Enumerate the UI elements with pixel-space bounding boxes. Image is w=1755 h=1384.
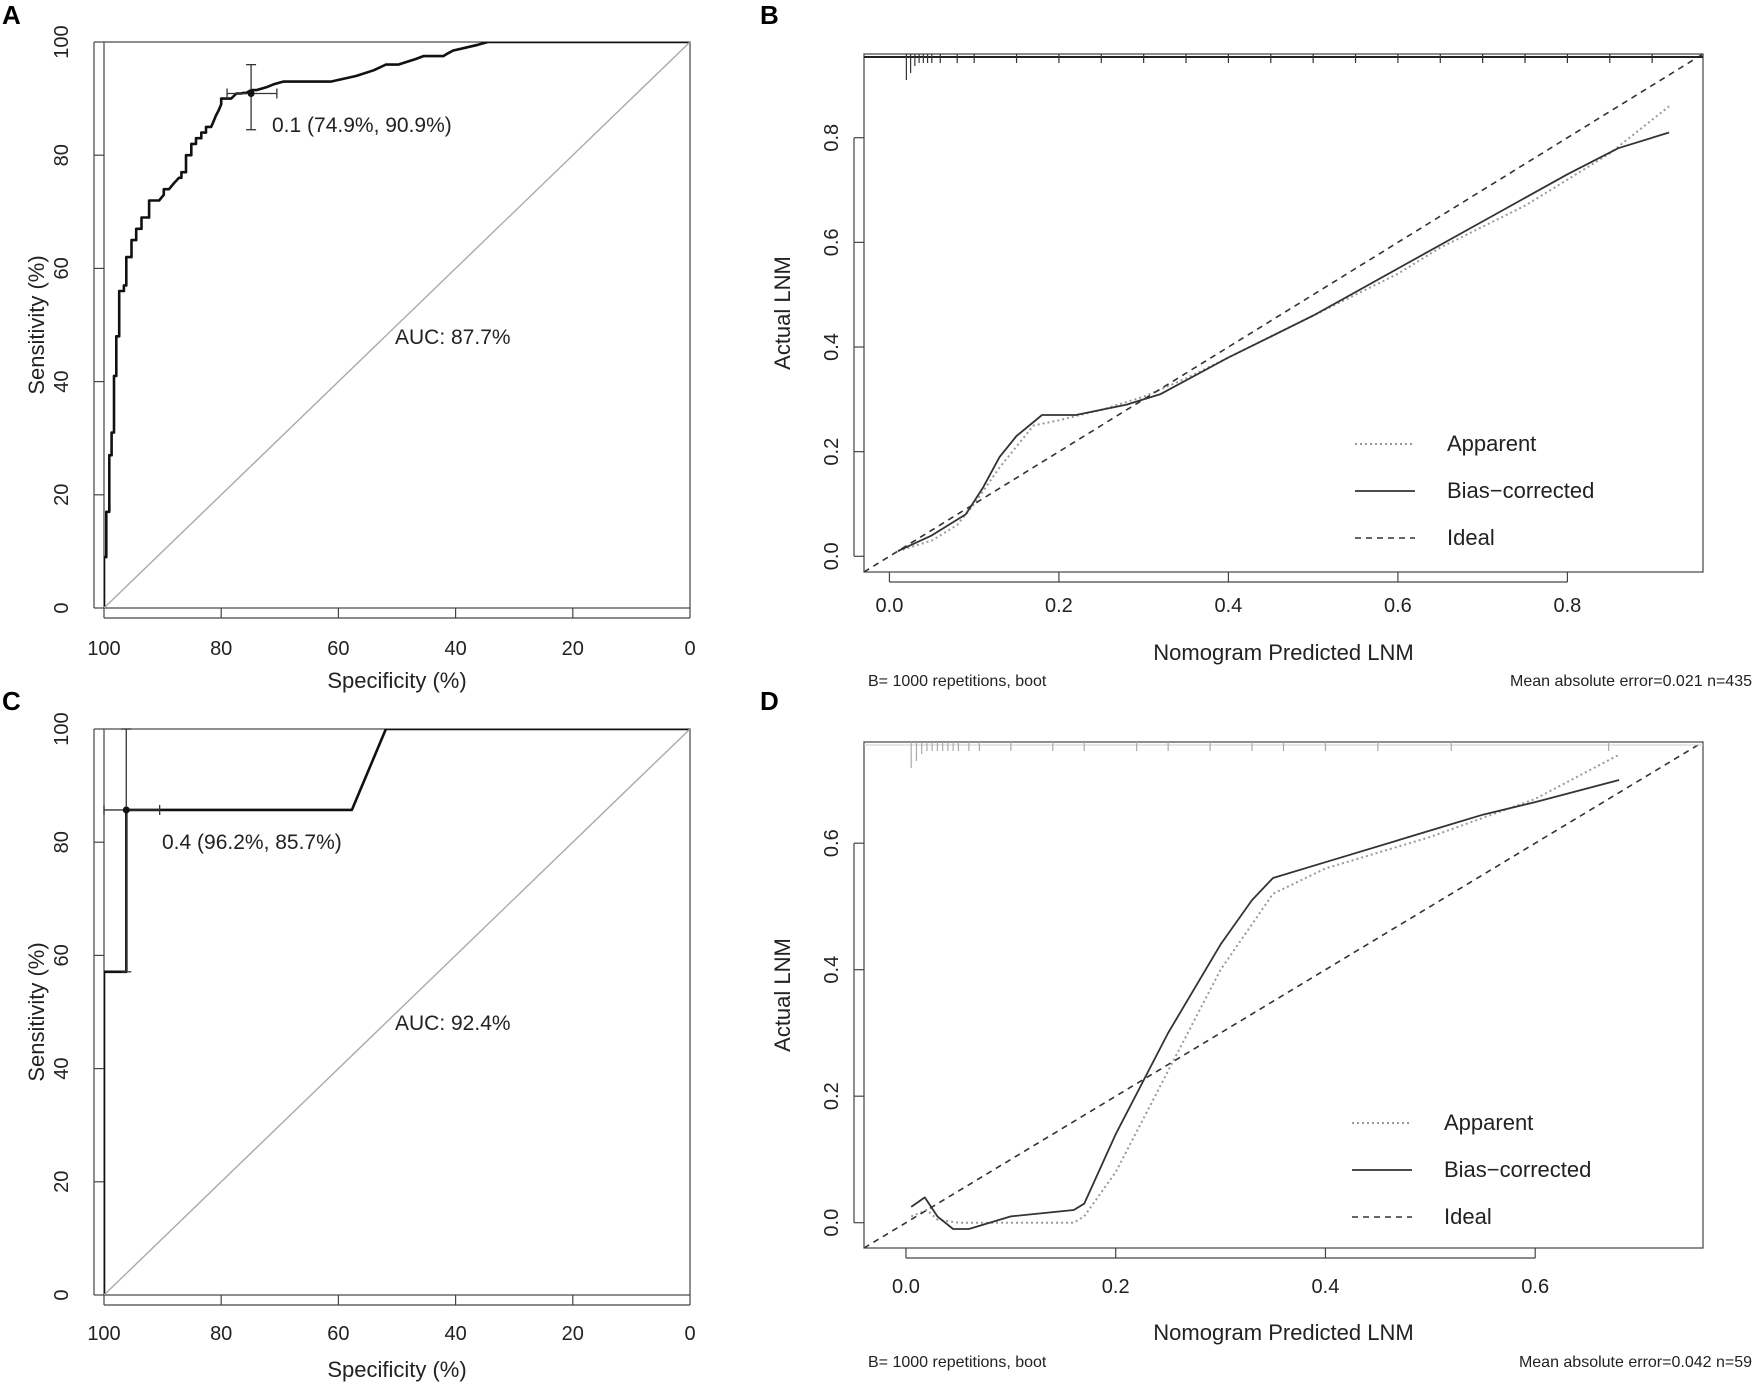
- legend-label: Apparent: [1444, 1110, 1533, 1135]
- plot-frame: [863, 53, 1704, 573]
- legend-label: Ideal: [1444, 1204, 1492, 1229]
- series-line-roc: [104, 42, 690, 608]
- y-tick-label: 0.0: [821, 1209, 843, 1237]
- panel-letter-d: D: [760, 686, 779, 716]
- x-tick-label: 0.4: [1312, 1276, 1340, 1298]
- panel-d-calibration-chart: 0.0 0.2 0.4 0.6 0.0 0.2 0.4 0.6 Nomogram Predict…: [770, 741, 1752, 1371]
- x-tick-label: 0.8: [1553, 595, 1581, 617]
- auc-label: AUC: 92.4%: [395, 1012, 511, 1035]
- panel-letter-c: C: [2, 686, 21, 716]
- panel-b-calibration-chart: 0.0 0.2 0.4 0.6 0.8 0.0 0.2 0.4 0.6 0.8 Nomogram P…: [770, 53, 1752, 690]
- legend-label: Bias−corrected: [1444, 1157, 1591, 1182]
- x-axis-title: Nomogram Predicted LNM: [1153, 640, 1413, 665]
- y-tick-label: 80: [51, 144, 73, 166]
- y-tick-label: 0: [51, 602, 73, 613]
- y-tick-label: 0.2: [821, 438, 843, 466]
- x-axis-title: Specificity (%): [327, 1357, 466, 1382]
- x-tick-label: 0.4: [1215, 595, 1243, 617]
- y-tick-label: 60: [51, 257, 73, 279]
- x-tick-label: 80: [210, 1323, 232, 1345]
- series-line-ideal: [864, 742, 1703, 1248]
- series-line-bias-corrected: [897, 131, 1670, 552]
- y-tick-label: 0.4: [821, 333, 843, 361]
- panel-letter-a: A: [2, 0, 21, 30]
- y-tick-label: 0.0: [821, 542, 843, 570]
- x-tick-label: 40: [444, 638, 466, 660]
- y-tick-label: 0.6: [821, 829, 843, 857]
- x-axis-title: Specificity (%): [327, 668, 466, 693]
- series-line-apparent: [897, 105, 1670, 553]
- series-line-reference: [104, 729, 690, 1295]
- x-tick-label: 0.6: [1384, 595, 1412, 617]
- series-group: [864, 742, 1703, 1248]
- y-axis-title: Actual LNM: [770, 938, 795, 1052]
- y-axis-title: Sensitivity (%): [24, 255, 49, 394]
- x-axis-title: Nomogram Predicted LNM: [1153, 1320, 1413, 1345]
- x-tick-label: 20: [562, 1323, 584, 1345]
- error-note: Mean absolute error=0.042 n=59: [1519, 1354, 1752, 1371]
- x-tick-label: 0.0: [892, 1276, 920, 1298]
- threshold-point: [122, 806, 130, 814]
- threshold-label: 0.1 (74.9%, 90.9%): [272, 114, 452, 137]
- auc-label: AUC: 87.7%: [395, 326, 511, 349]
- y-tick-label: 0.4: [821, 956, 843, 984]
- series-group: [864, 54, 1703, 572]
- series-line-apparent: [910, 753, 1620, 1224]
- y-tick-label: 80: [51, 831, 73, 853]
- series-line-reference: [104, 42, 690, 608]
- y-tick-label: 40: [51, 370, 73, 392]
- x-tick-label: 40: [444, 1323, 466, 1345]
- y-tick-label: 0.6: [821, 228, 843, 256]
- y-tick-label: 20: [51, 1171, 73, 1193]
- threshold-point: [247, 90, 255, 98]
- bootstrap-note: B= 1000 repetitions, boot: [868, 1354, 1047, 1371]
- y-tick-label: 0.2: [821, 1082, 843, 1110]
- legend-label: Apparent: [1447, 431, 1536, 456]
- x-tick-label: 0.2: [1102, 1276, 1130, 1298]
- x-tick-label: 0: [684, 1323, 695, 1345]
- error-note: Mean absolute error=0.021 n=435: [1510, 673, 1752, 690]
- y-tick-label: 20: [51, 484, 73, 506]
- panel-letter-b: B: [760, 0, 779, 30]
- y-tick-label: 0: [51, 1289, 73, 1300]
- y-axis-title: Actual LNM: [770, 256, 795, 370]
- x-tick-label: 0.6: [1521, 1276, 1549, 1298]
- threshold-label: 0.4 (96.2%, 85.7%): [162, 831, 342, 854]
- y-tick-label: 100: [51, 712, 73, 745]
- plot-frame: [103, 41, 691, 609]
- x-tick-label: 20: [562, 638, 584, 660]
- y-tick-label: 100: [51, 25, 73, 58]
- bootstrap-note: B= 1000 repetitions, boot: [868, 673, 1047, 690]
- x-tick-label: 0.0: [876, 595, 904, 617]
- y-tick-label: 60: [51, 944, 73, 966]
- x-tick-label: 0.2: [1045, 595, 1073, 617]
- panel-a-roc-chart: 100 80 60 40 20 0 0 20 40 60 80 100 Specificity (%) S…: [24, 25, 696, 693]
- x-tick-label: 60: [327, 638, 349, 660]
- panel-c-roc-chart: 100 80 60 40 20 0 0 20 40 60 80 100 Specificity (%) S…: [24, 712, 696, 1382]
- x-tick-label: 80: [210, 638, 232, 660]
- legend-label: Bias−corrected: [1447, 478, 1594, 503]
- y-tick-label: 0.8: [821, 124, 843, 152]
- x-tick-label: 0: [684, 638, 695, 660]
- y-axis-title: Sensitivity (%): [24, 942, 49, 1081]
- series-group: [104, 42, 690, 608]
- x-tick-label: 100: [87, 638, 120, 660]
- x-tick-label: 100: [87, 1323, 120, 1345]
- legend-label: Ideal: [1447, 525, 1495, 550]
- series-line-bias-corrected: [910, 779, 1620, 1230]
- x-tick-label: 60: [327, 1323, 349, 1345]
- y-tick-label: 40: [51, 1057, 73, 1079]
